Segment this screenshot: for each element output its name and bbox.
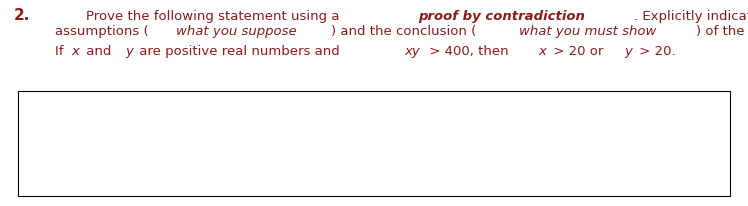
Text: x: x — [539, 45, 547, 58]
Text: what you suppose: what you suppose — [176, 25, 296, 38]
Text: and: and — [82, 45, 115, 58]
Text: ) of the proof.: ) of the proof. — [696, 25, 748, 38]
Text: . Explicitly indicate the: . Explicitly indicate the — [634, 10, 748, 23]
Text: > 20.: > 20. — [634, 45, 675, 58]
Text: y: y — [625, 45, 632, 58]
Bar — [18, 91, 730, 196]
Text: y: y — [125, 45, 133, 58]
Text: what you must show: what you must show — [519, 25, 656, 38]
Text: > 20 or: > 20 or — [549, 45, 607, 58]
Text: 2.: 2. — [14, 8, 31, 23]
Text: assumptions (: assumptions ( — [55, 25, 149, 38]
Text: > 400, then: > 400, then — [425, 45, 513, 58]
Text: proof by contradiction: proof by contradiction — [419, 10, 586, 23]
Text: xy: xy — [405, 45, 420, 58]
Text: are positive real numbers and: are positive real numbers and — [135, 45, 344, 58]
Text: ) and the conclusion (: ) and the conclusion ( — [331, 25, 476, 38]
Text: x: x — [72, 45, 79, 58]
Text: Prove the following statement using a: Prove the following statement using a — [86, 10, 344, 23]
Text: If: If — [55, 45, 68, 58]
